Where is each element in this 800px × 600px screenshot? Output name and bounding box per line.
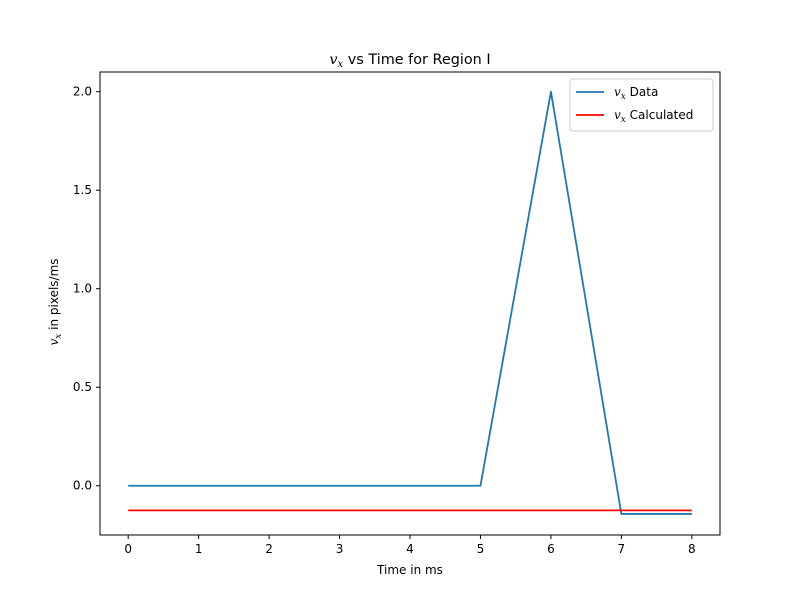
y-tick-label: 1.5 (73, 183, 92, 197)
plot-area: 0 1 2 3 4 5 6 7 8 0.0 0.5 1.0 1.5 2.0 (73, 71, 721, 556)
x-tick-label: 4 (406, 542, 414, 556)
legend-label-calculated: vx Calculated (614, 108, 693, 125)
y-tick-label: 2.0 (73, 85, 92, 99)
x-tick-label: 1 (195, 542, 203, 556)
x-axis-label: Time in ms (376, 563, 443, 577)
legend-box (569, 78, 714, 132)
y-tick-label: 0.0 (73, 479, 92, 493)
y-tick-label: 0.5 (73, 380, 92, 394)
chart-title-subscript: x (338, 59, 344, 70)
y-axis-label-subscript: x (54, 334, 64, 339)
x-tick-label: 0 (124, 542, 132, 556)
x-tick-label: 2 (265, 542, 273, 556)
x-tick-label: 3 (336, 542, 344, 556)
chart-title: vx vs Time for Region I (329, 52, 490, 70)
x-tick-label: 5 (477, 542, 485, 556)
legend-label-data: vx Data (614, 85, 658, 102)
x-tick-label: 7 (618, 542, 626, 556)
y-axis-label: vx in pixels/ms (47, 258, 64, 345)
x-tick-label: 8 (688, 542, 696, 556)
y-tick-label: 1.0 (73, 282, 92, 296)
x-tick-label: 6 (547, 542, 555, 556)
legend: vx Data vx Calculated (569, 78, 714, 132)
series-line-0 (128, 90, 692, 515)
